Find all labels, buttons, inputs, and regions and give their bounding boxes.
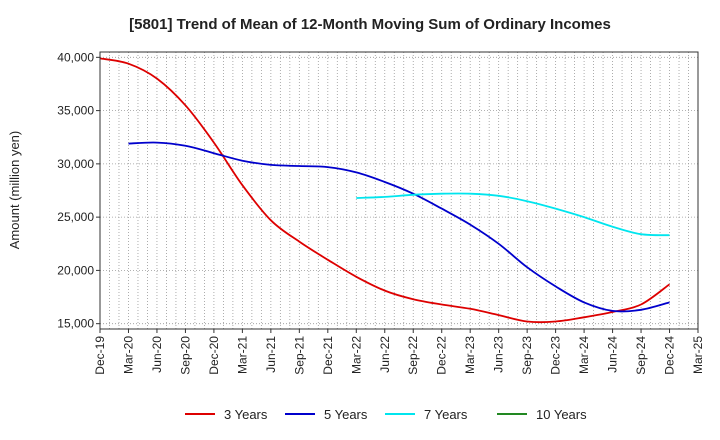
x-tick-label: Jun-21 <box>264 336 278 373</box>
legend-label-5-years: 5 Years <box>324 407 368 422</box>
x-tick-label: Mar-25 <box>691 336 705 374</box>
legend: 3 Years 5 Years 7 Years 10 Years <box>185 407 587 422</box>
series-line-3-years <box>99 57 671 324</box>
x-tick-label: Dec-19 <box>93 336 107 375</box>
x-tick-label: Mar-22 <box>349 336 363 374</box>
legend-label-7-years: 7 Years <box>424 407 468 422</box>
legend-label-3-years: 3 Years <box>224 407 268 422</box>
y-tick-label: 20,000 <box>57 263 94 277</box>
y-tick-label: 25,000 <box>57 210 94 224</box>
x-tick-label: Dec-23 <box>549 336 563 375</box>
x-tick-label: Jun-24 <box>606 336 620 373</box>
y-axis-label: Amount (million yen) <box>7 131 22 250</box>
x-tick-label: Mar-21 <box>235 336 249 374</box>
x-tick-label: Mar-20 <box>121 336 135 374</box>
x-tick-label: Jun-22 <box>378 336 392 373</box>
x-tick-label: Mar-24 <box>577 336 591 374</box>
x-tick-label: Sep-24 <box>634 336 648 375</box>
y-tick-label: 15,000 <box>57 317 94 331</box>
x-tick-label: Dec-24 <box>663 336 677 375</box>
x-tick-label: Sep-20 <box>178 336 192 375</box>
x-tick-label: Mar-23 <box>463 336 477 374</box>
series-line-7-years <box>356 192 670 237</box>
x-tick-label: Jun-23 <box>492 336 506 373</box>
plot-series <box>99 57 671 324</box>
series-line-5-years <box>128 141 670 313</box>
x-tick-label: Sep-21 <box>292 336 306 375</box>
x-tick-label: Jun-20 <box>150 336 164 373</box>
legend-label-10-years: 10 Years <box>536 407 587 422</box>
y-tick-labels: 15,000 20,000 25,000 30,000 35,000 40,000 <box>57 50 100 331</box>
x-tick-label: Dec-20 <box>207 336 221 375</box>
chart-title: [5801] Trend of Mean of 12-Month Moving … <box>129 16 611 33</box>
y-tick-label: 30,000 <box>57 157 94 171</box>
x-tick-labels: Dec-19 Mar-20 Jun-20 Sep-20 Dec-20 Mar-21 Jun-… <box>93 329 705 375</box>
plot-grid <box>100 52 698 329</box>
x-tick-label: Dec-21 <box>321 336 335 375</box>
x-tick-label: Dec-22 <box>435 336 449 375</box>
x-tick-label: Sep-22 <box>406 336 420 375</box>
plot-frame <box>99 51 699 330</box>
y-tick-label: 40,000 <box>57 50 94 64</box>
y-tick-label: 35,000 <box>57 104 94 118</box>
x-tick-label: Sep-23 <box>520 336 534 375</box>
